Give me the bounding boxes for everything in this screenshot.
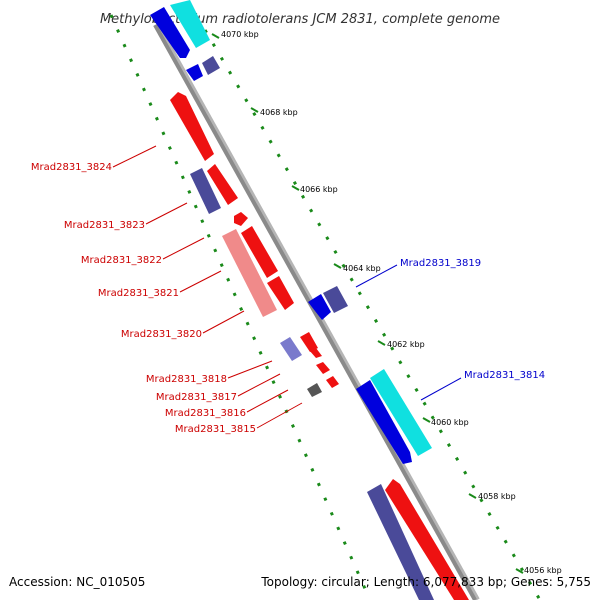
gene-label-3822[interactable]: Mrad2831_3822	[81, 255, 162, 266]
gene-label-3820[interactable]: Mrad2831_3820	[121, 329, 202, 340]
gene-block-dark[interactable]	[202, 56, 220, 75]
kbp-label: 4070 kbp	[221, 30, 259, 39]
gene-block-forward-light[interactable]	[222, 229, 277, 317]
gene-block-forward[interactable]	[316, 362, 330, 374]
gene-label-3821[interactable]: Mrad2831_3821	[98, 288, 179, 299]
gene-label-group: Mrad2831_3821	[98, 270, 222, 299]
gene-block-forward[interactable]	[385, 479, 469, 600]
gene-label-group: Mrad2831_3823	[64, 202, 188, 231]
gene-block-reverse[interactable]	[150, 7, 190, 58]
gene-block-reverse[interactable]	[356, 380, 412, 464]
kbp-marker: 4056 kbp	[515, 566, 562, 575]
gene-label-group: Mrad2831_3818	[146, 360, 273, 385]
gene-block-reverse[interactable]	[308, 294, 331, 320]
gene-block-reverse-light[interactable]	[280, 337, 302, 361]
gene-label-3819[interactable]: Mrad2831_3819	[400, 258, 481, 269]
kbp-label: 4064 kbp	[343, 264, 381, 273]
gene-block-dark[interactable]	[367, 484, 434, 600]
kbp-marker: 4058 kbp	[468, 492, 516, 501]
gene-label-3817[interactable]: Mrad2831_3817	[156, 392, 237, 403]
kbp-marker: 4060 kbp	[422, 417, 469, 427]
kbp-label: 4060 kbp	[431, 418, 469, 427]
gene-label-group: Mrad2831_3822	[81, 237, 205, 266]
topology-text: Topology: circular; Length: 6,077,833 bp…	[260, 575, 591, 589]
gene-block-reverse-cyan[interactable]	[370, 369, 432, 456]
gene-label-group: Mrad2831_3814	[420, 370, 545, 401]
tick-track-right	[203, 29, 542, 600]
kbp-label: 4062 kbp	[387, 340, 425, 349]
kbp-marker: 4066 kbp	[291, 185, 338, 194]
gene-label-group: Mrad2831_3819	[355, 258, 481, 288]
kbp-label: 4056 kbp	[524, 566, 562, 575]
gene-label-3818[interactable]: Mrad2831_3818	[146, 374, 227, 385]
gene-label-3816[interactable]: Mrad2831_3816	[165, 408, 246, 419]
gene-label-group: Mrad2831_3816	[165, 389, 289, 419]
gene-label-group: Mrad2831_3817	[156, 373, 281, 403]
gene-block-forward[interactable]	[309, 348, 322, 358]
kbp-label: 4058 kbp	[478, 492, 516, 501]
kbp-marker: 4062 kbp	[377, 340, 425, 349]
gene-block-dark[interactable]	[190, 168, 221, 214]
gene-block-forward[interactable]	[300, 332, 318, 352]
gene-label-group: Mrad2831_3815	[175, 402, 303, 435]
gene-block-reverse[interactable]	[186, 64, 203, 81]
gene-label-3815[interactable]: Mrad2831_3815	[175, 424, 256, 435]
gene-block-forward[interactable]	[170, 92, 214, 161]
accession-text: Accession: NC_010505	[9, 575, 145, 589]
kbp-marker: 4068 kbp	[250, 107, 298, 117]
gene-block-forward[interactable]	[207, 164, 238, 205]
genome-backbone	[153, 24, 477, 600]
gene-block-gray[interactable]	[307, 383, 322, 397]
gene-block-dark[interactable]	[323, 286, 348, 313]
gene-block-forward[interactable]	[234, 212, 248, 226]
kbp-label: 4066 kbp	[300, 185, 338, 194]
gene-block-forward[interactable]	[267, 276, 294, 310]
kbp-label: 4068 kbp	[260, 108, 298, 117]
gene-block-reverse-cyan[interactable]	[170, 0, 210, 48]
gene-block-forward[interactable]	[241, 226, 278, 278]
kbp-marker: 4064 kbp	[333, 263, 381, 273]
gene-label-group: Mrad2831_3820	[121, 310, 245, 340]
kbp-marker: 4070 kbp	[211, 30, 259, 39]
gene-label-3814[interactable]: Mrad2831_3814	[464, 370, 545, 381]
gene-label-3824[interactable]: Mrad2831_3824	[31, 162, 112, 173]
gene-block-forward[interactable]	[326, 376, 339, 388]
gene-label-group: Mrad2831_3824	[31, 145, 157, 173]
gene-label-3823[interactable]: Mrad2831_3823	[64, 220, 145, 231]
